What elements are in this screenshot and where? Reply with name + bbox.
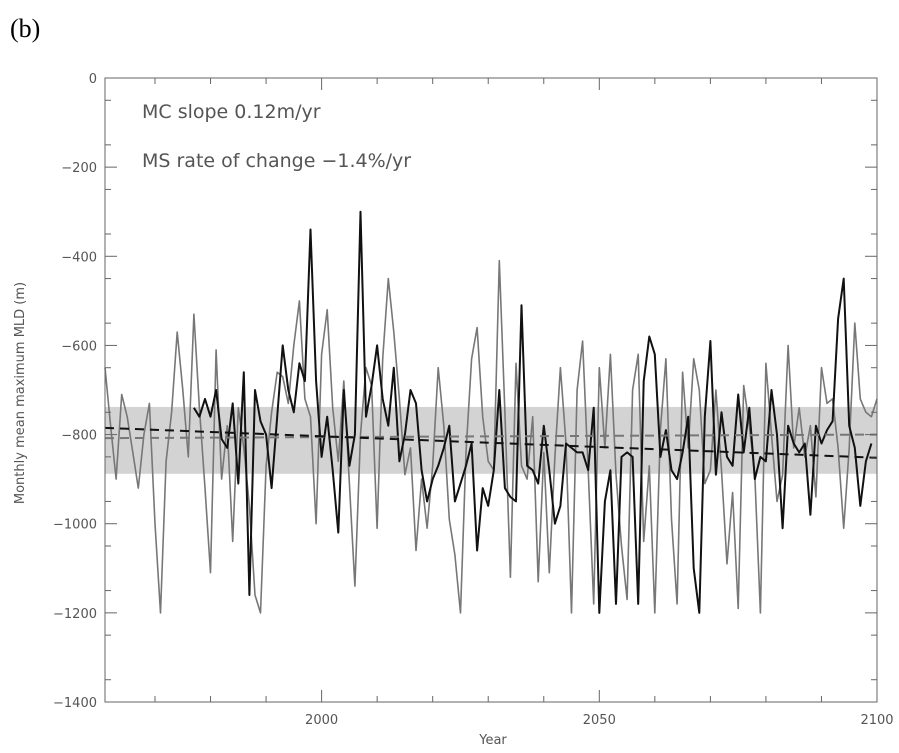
panel-label: (b) xyxy=(10,14,41,43)
y-tick-label: 0 xyxy=(89,72,97,87)
y-tick-label: −1400 xyxy=(53,696,97,711)
y-tick-label: −600 xyxy=(61,339,97,354)
trend-line-mc xyxy=(104,433,878,440)
x-tick-label: 2050 xyxy=(583,713,616,728)
x-tick-label: 2000 xyxy=(305,713,338,728)
tick-layer: 0 −200 −400 −600 −800 −1000 −1200 −1400 2000 2050… xyxy=(53,72,894,728)
trend-line-ms xyxy=(104,426,878,459)
series-line-ms xyxy=(193,210,873,614)
y-tick-label: −400 xyxy=(61,250,97,265)
y-tick-label: −1200 xyxy=(53,607,97,622)
y-tick-label: −1000 xyxy=(53,518,97,533)
plot-frame xyxy=(104,77,878,703)
annotation-mc-slope: MC slope 0.12m/yr xyxy=(142,101,321,123)
y-axis-title: Monthly mean maximum MLD (m) xyxy=(13,282,28,504)
x-axis-title: Year xyxy=(478,733,507,748)
annotation-ms-rate: MS rate of change −1.4%/yr xyxy=(142,150,411,172)
x-tick-label: 2100 xyxy=(860,713,893,728)
y-tick-label: −200 xyxy=(61,161,97,176)
y-tick-label: −800 xyxy=(61,429,97,444)
trend-layer xyxy=(104,426,878,459)
series-layer xyxy=(104,210,878,614)
